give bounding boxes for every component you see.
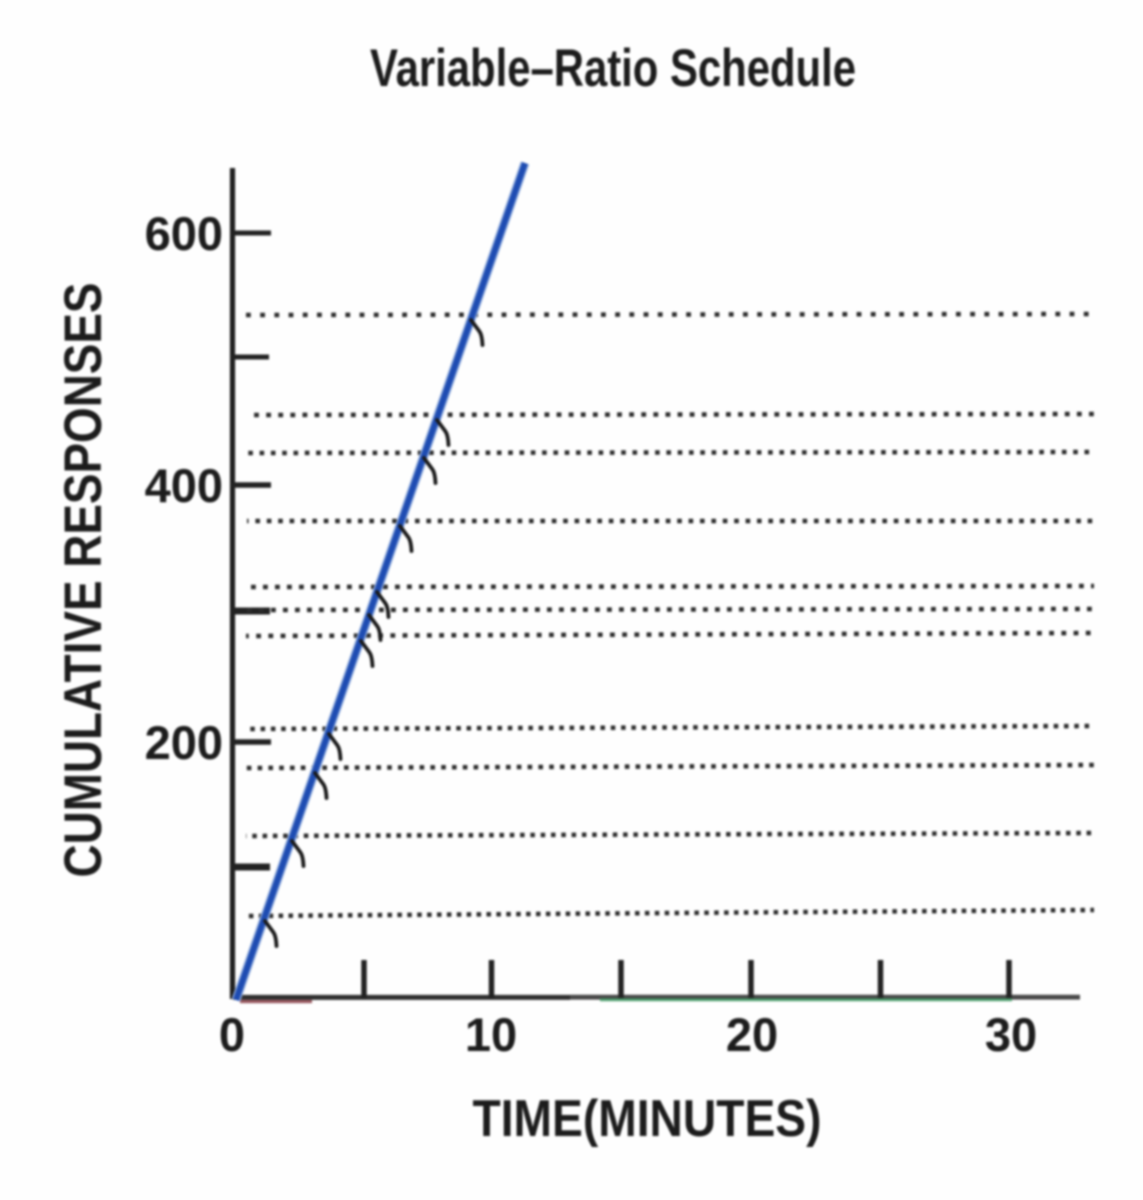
svg-text:Variable–Ratio Schedule: Variable–Ratio Schedule xyxy=(370,39,856,98)
svg-text:20: 20 xyxy=(726,1008,778,1061)
svg-text:0: 0 xyxy=(219,1008,245,1061)
svg-text:TIME(MINUTES): TIME(MINUTES) xyxy=(473,1090,822,1148)
svg-text:600: 600 xyxy=(145,207,223,260)
svg-text:200: 200 xyxy=(145,716,223,769)
svg-text:CUMULATIVE RESPONSES: CUMULATIVE RESPONSES xyxy=(54,283,113,878)
svg-text:30: 30 xyxy=(985,1008,1037,1061)
svg-text:10: 10 xyxy=(465,1008,517,1061)
svg-text:400: 400 xyxy=(145,459,223,512)
